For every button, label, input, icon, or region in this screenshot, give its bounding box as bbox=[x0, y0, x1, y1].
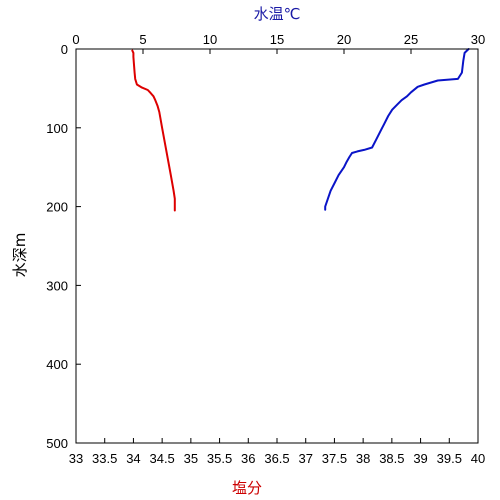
bottom-tick-label: 34.5 bbox=[149, 451, 174, 466]
bottom-tick-label: 40 bbox=[471, 451, 485, 466]
y-axis-title: 水深m bbox=[11, 233, 29, 278]
y-tick-label: 500 bbox=[46, 436, 68, 451]
top-tick-label: 0 bbox=[72, 32, 79, 47]
y-tick-label: 0 bbox=[61, 42, 68, 57]
y-tick-label: 400 bbox=[46, 357, 68, 372]
y-tick-label: 200 bbox=[46, 200, 68, 215]
bottom-tick-label: 35 bbox=[184, 451, 198, 466]
top-tick-label: 5 bbox=[139, 32, 146, 47]
bottom-tick-label: 38 bbox=[356, 451, 370, 466]
series-layer bbox=[131, 48, 470, 212]
temperature-profile-line bbox=[324, 48, 470, 211]
top-tick-label: 10 bbox=[203, 32, 217, 47]
y-tick-label: 100 bbox=[46, 121, 68, 136]
top-tick-label: 30 bbox=[471, 32, 485, 47]
top-tick-label: 20 bbox=[337, 32, 351, 47]
top-tick-label: 25 bbox=[404, 32, 418, 47]
bottom-tick-label: 39.5 bbox=[437, 451, 462, 466]
top-tick-label: 15 bbox=[270, 32, 284, 47]
bottom-tick-label: 37.5 bbox=[322, 451, 347, 466]
salinity-profile-line bbox=[131, 49, 176, 212]
bottom-tick-label: 38.5 bbox=[379, 451, 404, 466]
bottom-tick-label: 36 bbox=[241, 451, 255, 466]
bottom-tick-label: 37 bbox=[298, 451, 312, 466]
bottom-tick-label: 33.5 bbox=[92, 451, 117, 466]
bottom-tick-label: 36.5 bbox=[264, 451, 289, 466]
plot-frame bbox=[75, 48, 479, 444]
bottom-axis-ticks: 33 33.5 34 34.5 35 35.5 36 36.5 37 37.5 38 38.5 39 39… bbox=[69, 438, 485, 466]
bottom-tick-label: 34 bbox=[126, 451, 140, 466]
bottom-tick-label: 35.5 bbox=[207, 451, 232, 466]
bottom-tick-label: 33 bbox=[69, 451, 83, 466]
top-axis-title: 水温℃ bbox=[254, 5, 301, 23]
top-axis-ticks: 0 5 10 15 20 25 30 bbox=[72, 32, 485, 54]
bottom-tick-label: 39 bbox=[413, 451, 427, 466]
y-tick-label: 300 bbox=[46, 278, 68, 293]
bottom-axis-title: 塩分 bbox=[232, 479, 262, 497]
